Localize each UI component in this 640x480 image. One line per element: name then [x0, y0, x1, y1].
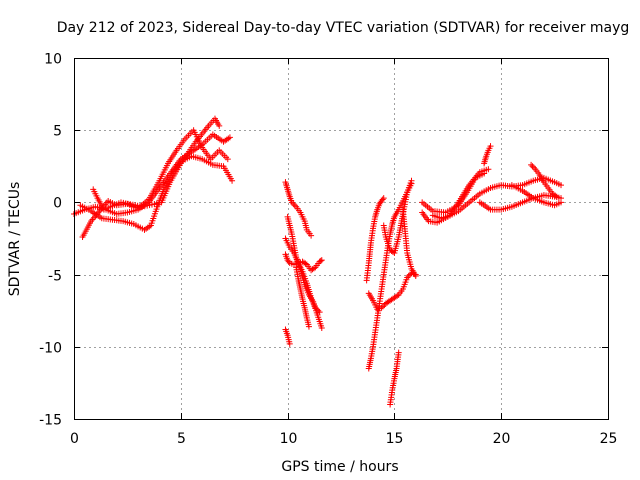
axis-ticks: 0 5 10 15 20 25 10 5 0 -5 -10 -15 — [39, 52, 617, 448]
data-point — [528, 161, 535, 168]
data-point — [553, 193, 560, 200]
data-point — [224, 156, 231, 163]
data-point — [305, 323, 312, 330]
x-axis-label: GPS time / hours — [281, 459, 398, 475]
data-point — [485, 166, 492, 173]
data-point — [310, 265, 317, 272]
x-tick-label: 20 — [493, 431, 511, 447]
data-point — [558, 199, 565, 206]
y-tick-label: -5 — [48, 269, 62, 285]
data-point — [290, 200, 297, 207]
x-tick-label: 5 — [177, 431, 186, 447]
data-point — [285, 258, 292, 265]
data-point — [529, 163, 536, 170]
data-point — [380, 303, 387, 310]
data-point — [552, 192, 559, 199]
series-arc8 — [293, 264, 312, 330]
data-point — [379, 196, 386, 203]
series-arc23 — [528, 161, 560, 200]
data-point — [308, 232, 315, 239]
y-tick-label: -10 — [39, 341, 62, 357]
x-tick-label: 15 — [386, 431, 404, 447]
x-tick-label: 25 — [600, 431, 618, 447]
y-axis-label: SDTVAR / TECUs — [7, 182, 23, 297]
data-point — [558, 182, 565, 189]
y-tick-label: 10 — [44, 52, 62, 68]
x-tick-label: 0 — [70, 431, 79, 447]
data-points — [71, 115, 565, 408]
data-point — [404, 274, 411, 281]
series-arc12 — [365, 270, 419, 313]
y-tick-label: 0 — [53, 196, 62, 212]
data-point — [318, 325, 325, 332]
y-tick-label: -15 — [39, 413, 62, 429]
data-point — [318, 257, 325, 264]
data-point — [380, 195, 387, 202]
series-arc10 — [282, 326, 293, 347]
series-arc15 — [380, 177, 415, 256]
data-point — [412, 273, 419, 280]
series-arc3 — [79, 127, 231, 241]
data-point — [286, 340, 293, 347]
y-tick-label: 5 — [53, 124, 62, 140]
data-point — [216, 122, 223, 129]
data-point — [408, 177, 415, 184]
data-point — [405, 273, 412, 280]
data-point — [317, 257, 324, 264]
series-arc19 — [429, 166, 492, 222]
chart-title: Day 212 of 2023, Sidereal Day-to-day VTE… — [57, 20, 630, 36]
series-arc4 — [90, 115, 223, 213]
data-point — [291, 202, 298, 209]
series-arc9 — [282, 251, 325, 274]
data-point — [288, 199, 295, 206]
data-point — [395, 349, 402, 356]
plot-frame — [74, 58, 609, 420]
series-arc16 — [399, 206, 419, 280]
series-arc14 — [387, 349, 402, 408]
series-arc13 — [363, 195, 387, 284]
data-point — [229, 177, 236, 184]
data-point — [530, 164, 537, 171]
data-point — [394, 292, 401, 299]
x-tick-label: 10 — [280, 431, 298, 447]
data-point — [487, 143, 494, 150]
series-arc20 — [481, 143, 494, 167]
series-arc5 — [282, 179, 315, 239]
data-point — [226, 134, 233, 141]
grid-lines — [74, 58, 608, 419]
series-arc22 — [508, 182, 565, 209]
data-point — [302, 260, 309, 267]
data-point — [378, 304, 385, 311]
